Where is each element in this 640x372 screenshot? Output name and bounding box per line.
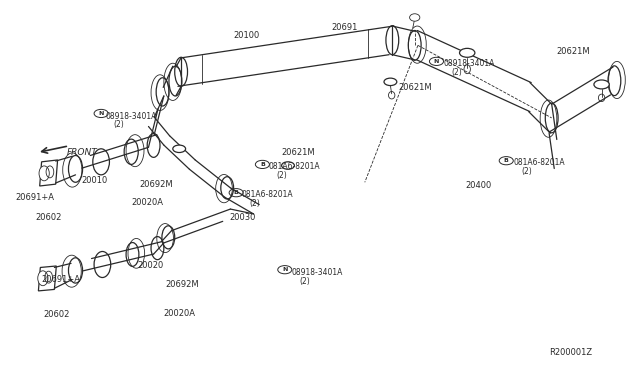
Polygon shape (40, 160, 58, 186)
Polygon shape (38, 266, 56, 291)
Ellipse shape (282, 162, 294, 169)
Text: 20691+A: 20691+A (15, 193, 54, 202)
Text: 20030: 20030 (229, 213, 255, 222)
Text: 20692M: 20692M (165, 280, 199, 289)
Text: N: N (99, 111, 104, 116)
Text: 08918-3401A: 08918-3401A (106, 112, 157, 121)
Ellipse shape (460, 48, 475, 57)
Text: 20602: 20602 (44, 310, 70, 319)
Text: R200001Z: R200001Z (549, 348, 592, 357)
Text: (2): (2) (299, 277, 310, 286)
Text: N: N (434, 59, 439, 64)
Text: 20010: 20010 (81, 176, 108, 185)
Text: 20020: 20020 (138, 262, 164, 270)
Text: 20691+A: 20691+A (42, 275, 81, 283)
Ellipse shape (173, 145, 186, 153)
Text: B: B (234, 190, 239, 195)
Text: (2): (2) (250, 199, 260, 208)
Text: 20621M: 20621M (282, 148, 316, 157)
Text: B: B (260, 162, 265, 167)
Text: 081A6-8201A: 081A6-8201A (513, 158, 565, 167)
Ellipse shape (594, 80, 609, 89)
Text: 081A6-8201A: 081A6-8201A (242, 190, 294, 199)
Text: (2): (2) (521, 167, 532, 176)
Text: B: B (504, 158, 509, 163)
Text: FRONT: FRONT (67, 148, 98, 157)
Text: 08918-3401A: 08918-3401A (291, 268, 342, 277)
Text: 20020A: 20020A (131, 198, 163, 207)
Text: 20400: 20400 (465, 182, 492, 190)
Ellipse shape (39, 166, 49, 181)
Text: 08918-3401A: 08918-3401A (444, 60, 495, 68)
Text: (2): (2) (451, 68, 462, 77)
Text: N: N (282, 267, 287, 272)
Ellipse shape (410, 14, 420, 21)
Ellipse shape (384, 78, 397, 86)
Ellipse shape (38, 271, 48, 286)
Text: 20602: 20602 (35, 213, 61, 222)
Text: 20692M: 20692M (140, 180, 173, 189)
Text: 20621M: 20621M (398, 83, 432, 92)
Text: (2): (2) (113, 121, 124, 129)
Text: 20691: 20691 (331, 23, 358, 32)
Text: 20621M: 20621M (556, 47, 589, 56)
Text: 20100: 20100 (233, 31, 260, 40)
Text: 20020A: 20020A (163, 309, 195, 318)
Text: 081A6-8201A: 081A6-8201A (269, 162, 321, 171)
Text: (2): (2) (276, 171, 287, 180)
